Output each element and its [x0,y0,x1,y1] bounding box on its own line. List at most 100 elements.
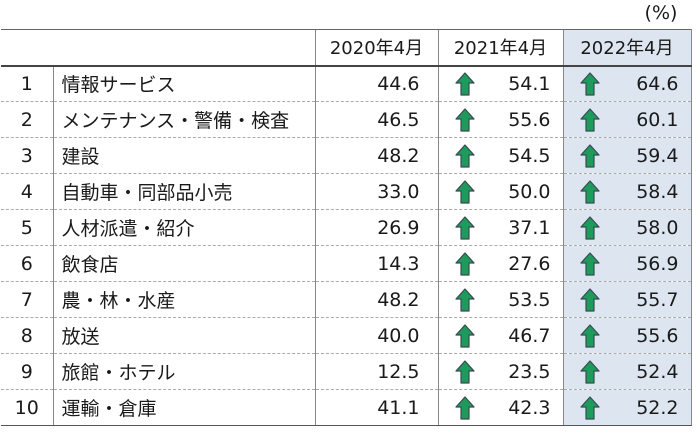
unit-label: (%) [644,2,678,24]
up-arrow-icon [454,215,475,240]
header-row: 2020年4月 2021年4月 2022年4月 [1,29,692,67]
up-arrow-icon [454,359,475,384]
value-2020: 46.5 [314,101,438,138]
cell-2021: 50.0 [437,173,563,210]
value-2021: 54.5 [508,144,551,167]
cell-2021: 42.3 [437,389,563,426]
table-row: 3 建設 48.2 54.5 59.4 [1,137,692,174]
value-2020: 12.5 [314,353,438,390]
rank-number: 1 [1,65,53,102]
value-2021: 46.7 [508,324,551,347]
value-2020: 41.1 [314,389,438,426]
value-2020: 26.9 [314,209,438,246]
value-2022: 56.9 [636,252,679,275]
value-2021: 42.3 [508,396,551,419]
up-arrow-icon [454,143,475,168]
industry-name: 運輸・倉庫 [52,389,315,426]
column-header-2022: 2022年4月 [562,29,692,67]
value-2021: 54.1 [508,72,551,95]
cell-2022: 58.0 [562,209,692,246]
header-empty [53,29,315,67]
cell-2022: 60.1 [562,101,692,138]
industry-name: 建設 [52,137,315,174]
industry-name: 放送 [52,317,315,354]
industry-name: 農・林・水産 [52,281,315,318]
value-2022: 64.6 [636,72,679,95]
rank-number: 7 [1,281,53,318]
cell-2021: 53.5 [437,281,563,318]
value-2020: 48.2 [314,137,438,174]
industry-name: 旅館・ホテル [52,353,315,390]
rank-number: 6 [1,245,53,282]
up-arrow-icon [579,72,600,96]
rank-number: 4 [1,173,53,210]
value-2022: 58.4 [636,180,679,203]
table-row: 5 人材派遣・紹介 26.9 37.1 58.0 [1,209,692,246]
up-arrow-icon [579,287,600,312]
industry-name: 飲食店 [52,245,315,282]
cell-2022: 55.7 [562,281,692,318]
up-arrow-icon [454,287,475,312]
table-body: 1 情報サービス 44.6 54.1 64.6 2 メンテナンス・警備・検査 46.5 55.6… [1,65,692,426]
up-arrow-icon [579,359,600,384]
table-row: 1 情報サービス 44.6 54.1 64.6 [1,65,692,102]
industry-name: メンテナンス・警備・検査 [52,101,315,138]
rank-number: 2 [1,101,53,138]
cell-2021: 46.7 [437,317,563,354]
cell-2021: 54.5 [437,137,563,174]
up-arrow-icon [579,323,600,348]
value-2021: 50.0 [508,180,551,203]
industry-name: 情報サービス [52,65,315,102]
value-2021: 23.5 [508,360,551,383]
cell-2021: 55.6 [437,101,563,138]
table-row: 4 自動車・同部品小売 33.0 50.0 58.4 [1,173,692,210]
up-arrow-icon [579,395,600,420]
up-arrow-icon [579,107,600,132]
value-2021: 27.6 [508,252,551,275]
industry-name: 自動車・同部品小売 [52,173,315,210]
up-arrow-icon [454,251,475,276]
cell-2021: 37.1 [437,209,563,246]
value-2022: 55.6 [636,324,679,347]
value-2021: 55.6 [508,108,551,131]
value-2020: 48.2 [314,281,438,318]
table-row: 8 放送 40.0 46.7 55.6 [1,317,692,354]
value-2022: 52.2 [636,396,679,419]
cell-2021: 54.1 [437,65,563,102]
value-2022: 59.4 [636,144,679,167]
table-row: 10 運輸・倉庫 41.1 42.3 52.2 [1,389,692,426]
rank-number: 5 [1,209,53,246]
cell-2022: 52.2 [562,389,692,426]
rank-number: 8 [1,317,53,354]
industry-name: 人材派遣・紹介 [52,209,315,246]
cell-2021: 23.5 [437,353,563,390]
cell-2022: 64.6 [562,65,692,102]
value-2021: 37.1 [508,216,551,239]
value-2021: 53.5 [508,288,551,311]
up-arrow-icon [579,179,600,204]
table-row: 9 旅館・ホテル 12.5 23.5 52.4 [1,353,692,390]
value-2020: 44.6 [314,65,438,102]
rank-number: 9 [1,353,53,390]
value-2020: 14.3 [314,245,438,282]
table-row: 6 飲食店 14.3 27.6 56.9 [1,245,692,282]
value-2020: 33.0 [314,173,438,210]
table-row: 7 農・林・水産 48.2 53.5 55.7 [1,281,692,318]
value-2020: 40.0 [314,317,438,354]
table-row: 2 メンテナンス・警備・検査 46.5 55.6 60.1 [1,101,692,138]
up-arrow-icon [454,395,475,420]
cell-2022: 59.4 [562,137,692,174]
cell-2022: 52.4 [562,353,692,390]
ranking-table: 2020年4月 2021年4月 2022年4月 1 情報サービス 44.6 54.1 6… [1,29,692,426]
value-2022: 58.0 [636,216,679,239]
cell-2022: 55.6 [562,317,692,354]
column-header-2020: 2020年4月 [314,29,438,67]
up-arrow-icon [454,107,475,132]
rank-number: 3 [1,137,53,174]
cell-2022: 56.9 [562,245,692,282]
rank-number: 10 [1,389,53,426]
up-arrow-icon [579,215,600,240]
cell-2021: 27.6 [437,245,563,282]
column-header-2021: 2021年4月 [437,29,563,67]
up-arrow-icon [454,179,475,204]
